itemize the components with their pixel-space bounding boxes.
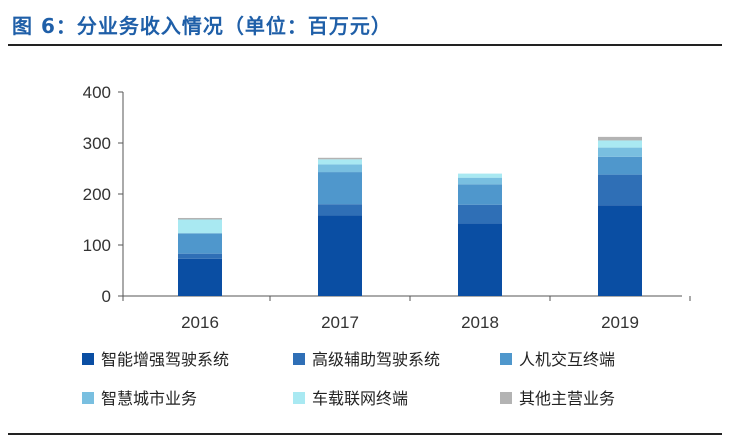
bar-segment-2017-6 (318, 157, 362, 160)
y-tick-label: 0 (102, 287, 111, 306)
figure-title: 图 6：分业务收入情况（单位：百万元） (12, 14, 392, 38)
legend-label: 高级辅助驾驶系统 (312, 350, 440, 369)
bar-segment-2016-6 (178, 217, 222, 220)
x-tick-label: 2016 (181, 313, 219, 332)
legend-swatch (82, 353, 94, 365)
y-tick-label: 300 (83, 134, 111, 153)
bar-segment-2019-3 (598, 156, 642, 175)
legend-swatch (500, 353, 512, 365)
bar-segment-2016-5 (178, 219, 222, 234)
bar-segment-2016-3 (178, 233, 222, 254)
bar-segment-2017-1 (318, 215, 362, 296)
bar-segment-2019-2 (598, 174, 642, 206)
legend-swatch (293, 353, 305, 365)
legend-swatch (293, 392, 305, 404)
bar-segment-2019-4 (598, 147, 642, 157)
bottom-rule (8, 433, 722, 435)
bar-segment-2017-3 (318, 172, 362, 205)
bar-segment-2016-1 (178, 258, 222, 296)
x-tick-label: 2019 (601, 313, 639, 332)
legend-label: 其他主营业务 (519, 389, 615, 408)
x-tick-label: 2018 (461, 313, 499, 332)
bars (178, 136, 642, 296)
y-tick-label: 200 (83, 185, 111, 204)
bar-segment-2019-5 (598, 140, 642, 148)
bar-segment-2017-5 (318, 159, 362, 165)
y-tick-label: 100 (83, 236, 111, 255)
legend-label: 人机交互终端 (519, 350, 615, 369)
bar-segment-2018-1 (458, 223, 502, 296)
legend-swatch (500, 392, 512, 404)
bar-segment-2018-2 (458, 204, 502, 224)
bar-segment-2019-6 (598, 136, 642, 141)
legend-swatch (82, 392, 94, 404)
top-rule (8, 44, 722, 46)
legend-label: 智能增强驾驶系统 (101, 350, 229, 369)
tick-labels: 0 100 200 300 400 2016 2017 2018 2019 (83, 83, 639, 332)
legend-label: 车载联网终端 (312, 389, 408, 408)
bar-segment-2017-4 (318, 164, 362, 173)
bar-segment-2016-2 (178, 253, 222, 259)
bar-segment-2019-1 (598, 205, 642, 296)
bar-segment-2017-2 (318, 204, 362, 216)
y-tick-label: 400 (83, 83, 111, 102)
x-tick-label: 2017 (321, 313, 359, 332)
bar-segment-2018-4 (458, 177, 502, 185)
bar-segment-2018-3 (458, 184, 502, 205)
legend-label: 智慧城市业务 (101, 389, 197, 408)
bar-segment-2018-5 (458, 173, 502, 178)
